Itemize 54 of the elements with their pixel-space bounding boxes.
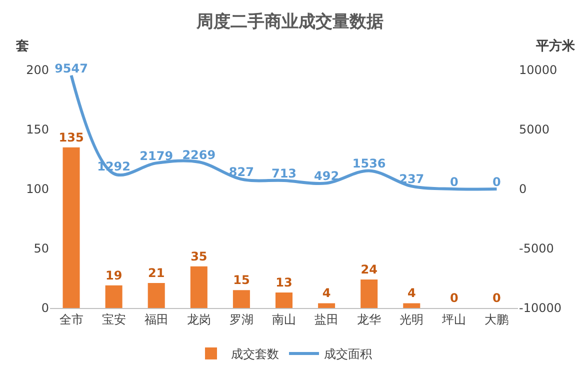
data-label: 15 bbox=[233, 273, 250, 288]
x-tick-label: 宝安 bbox=[102, 312, 126, 326]
data-label: 35 bbox=[190, 249, 208, 264]
legend-label: 成交面积 bbox=[324, 347, 372, 362]
x-tick-label: 龙岗 bbox=[186, 312, 211, 326]
data-label: 135 bbox=[58, 130, 84, 144]
bar bbox=[403, 303, 420, 308]
data-label: 24 bbox=[360, 262, 378, 276]
data-label: 19 bbox=[105, 268, 122, 282]
data-label: 492 bbox=[314, 169, 340, 184]
data-label: 1536 bbox=[352, 156, 386, 171]
x-tick-label: 盐田 bbox=[314, 312, 339, 326]
y-tick-label: 200 bbox=[26, 63, 49, 78]
data-label: 4 bbox=[322, 286, 331, 300]
x-tick-label: 光明 bbox=[400, 312, 424, 326]
data-label: 2179 bbox=[140, 149, 174, 164]
y-tick-label: 50 bbox=[34, 242, 49, 256]
bar bbox=[232, 290, 250, 308]
chart-title: 周度二手商业成交量数据 bbox=[196, 12, 384, 32]
x-tick-label: 坪山 bbox=[441, 312, 466, 326]
data-label: 0 bbox=[492, 175, 501, 189]
data-label: 2269 bbox=[182, 148, 216, 162]
bar bbox=[190, 266, 208, 308]
y2-tick-label: 0 bbox=[519, 182, 527, 196]
y-axis-title: 套 bbox=[15, 39, 29, 54]
y2-axis-title: 平方米 bbox=[535, 38, 576, 54]
y-tick-label: 150 bbox=[26, 122, 49, 137]
y-tick-label: 100 bbox=[26, 182, 49, 196]
data-label: 0 bbox=[492, 291, 501, 305]
bar bbox=[275, 292, 293, 308]
bar bbox=[148, 283, 165, 308]
x-tick-label: 罗湖 bbox=[229, 312, 254, 326]
x-tick-label: 全市 bbox=[59, 312, 84, 326]
x-tick-label: 南山 bbox=[272, 312, 296, 326]
data-label: 21 bbox=[148, 266, 165, 280]
data-label: 13 bbox=[276, 276, 292, 290]
bar bbox=[360, 279, 378, 308]
y2-tick-label: -10000 bbox=[519, 301, 562, 316]
x-tick-label: 大鹏 bbox=[484, 312, 509, 326]
y2-tick-label: -5000 bbox=[519, 242, 554, 256]
data-label: 0 bbox=[450, 291, 458, 305]
bar bbox=[105, 285, 122, 308]
data-label: 0 bbox=[450, 175, 458, 189]
data-label: 4 bbox=[407, 286, 416, 300]
legend-label: 成交套数 bbox=[231, 347, 279, 362]
y2-tick-label: 5000 bbox=[519, 122, 550, 137]
y2-tick-label: 10000 bbox=[519, 63, 558, 78]
data-label: 713 bbox=[271, 166, 297, 181]
x-tick-label: 龙华 bbox=[357, 312, 382, 326]
bar bbox=[318, 303, 336, 308]
x-tick-label: 福田 bbox=[144, 312, 168, 326]
y-tick-label: 0 bbox=[41, 301, 49, 316]
data-label: 9547 bbox=[54, 61, 88, 76]
bar bbox=[62, 147, 80, 308]
